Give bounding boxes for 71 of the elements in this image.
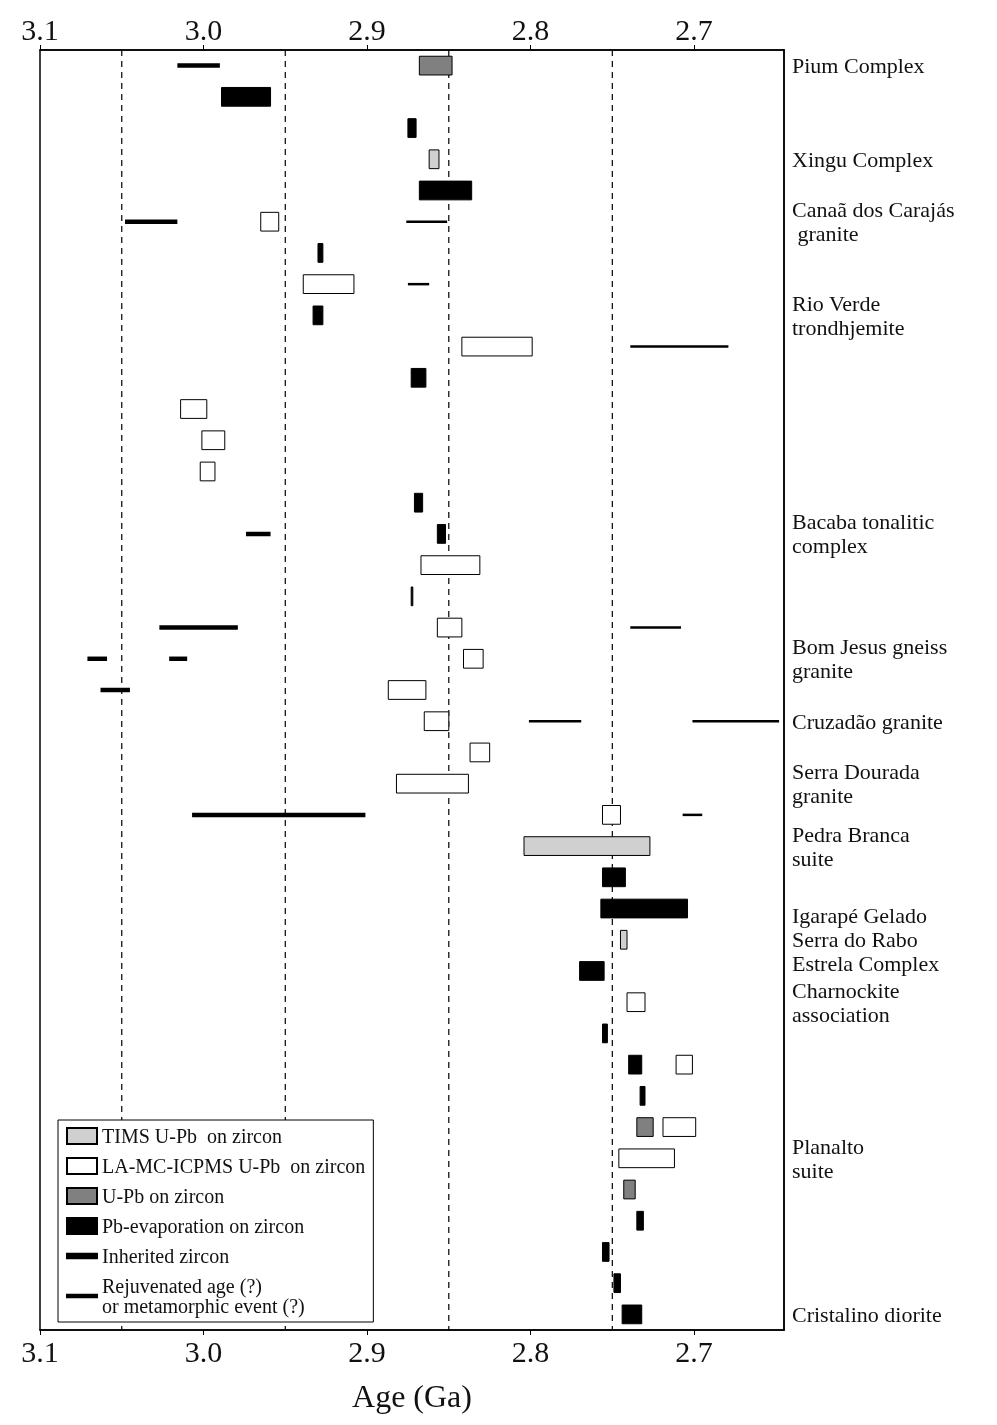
legend-label: U-Pb on zircon [102, 1185, 225, 1207]
bar [221, 86, 272, 107]
x-tick-label: 3.0 [184, 1334, 223, 1368]
legend-label: Rejuvenated age (?) or metamorphic event (?) [102, 1275, 305, 1318]
bar [602, 1023, 608, 1044]
bar [260, 211, 280, 232]
bar [407, 118, 417, 138]
x-tick-label: 2.9 [348, 1334, 386, 1368]
bar [387, 680, 427, 700]
bar [410, 367, 427, 388]
x-axis-title: Age (Ga) [352, 1378, 472, 1414]
bar [302, 274, 355, 295]
bar [662, 1117, 697, 1137]
y-tick-label: Xingu Complex [792, 146, 934, 172]
y-tick-label: Charnockite association [792, 977, 900, 1027]
y-tick-label: Cruzadão granite [792, 708, 943, 734]
x2-tick-label: 3.1 [21, 12, 59, 46]
bar [436, 524, 447, 544]
bar [428, 149, 440, 170]
y-tick-label: Planalto suite [792, 1133, 865, 1183]
bar [619, 929, 628, 950]
x2-tick-label: 2.9 [348, 12, 386, 46]
x2-tick-label: 3.0 [184, 12, 223, 46]
bar [420, 555, 481, 575]
bar [636, 1117, 654, 1137]
bar [317, 243, 324, 263]
bar [177, 63, 220, 68]
bar [312, 305, 324, 326]
legend-label: Pb-evaporation on zircon [102, 1215, 305, 1238]
x-tick-label: 2.8 [511, 1334, 550, 1368]
y-tick-label: Canaã dos Carajás granite [792, 197, 955, 247]
bar [418, 180, 473, 201]
bar [621, 1304, 643, 1325]
bar [630, 626, 681, 629]
bar [246, 531, 271, 537]
bar [395, 773, 469, 794]
bar [201, 430, 226, 451]
x-tick-label: 2.7 [675, 1334, 713, 1368]
bar [628, 1054, 643, 1075]
bar [125, 219, 178, 224]
legend-label: LA-MC-ICPMS U-Pb on zircon [102, 1155, 366, 1177]
legend-label: Inherited zircon [102, 1245, 230, 1267]
bar [636, 1210, 644, 1231]
bar [626, 992, 646, 1013]
y-tick-label: Rio Verde trondhjemite [792, 290, 905, 340]
bar [463, 648, 484, 669]
bar [159, 625, 238, 630]
bar [180, 399, 208, 419]
y-tick-label: Igarapé Gelado Serra do Rabo Estrela Complex [792, 903, 940, 977]
bar [602, 1242, 610, 1262]
bar [639, 1085, 646, 1106]
bar [623, 1179, 636, 1200]
x2-tick-label: 2.7 [675, 12, 713, 46]
bar [579, 961, 605, 981]
bar [461, 336, 533, 357]
bar [87, 656, 108, 662]
y-tick-label: Serra Dourada granite [792, 759, 920, 809]
bar [675, 1054, 693, 1075]
bar [630, 345, 729, 348]
y-tick-label: Pium Complex [792, 53, 925, 79]
bar [469, 742, 491, 763]
bar [413, 492, 424, 513]
y-tick-label: Bacaba tonalitic complex [792, 509, 935, 559]
y-tick-label: Cristalino diorite [792, 1301, 942, 1327]
x-tick-label: 3.1 [21, 1334, 59, 1368]
legend-label: TIMS U-Pb on zircon [102, 1125, 282, 1147]
y-tick-label: Bom Jesus gneiss granite [792, 634, 948, 684]
bar [199, 461, 216, 482]
x2-tick-label: 2.8 [511, 12, 550, 46]
bar [618, 1148, 675, 1169]
y-tick-label: Pedra Branca suite [792, 821, 911, 871]
